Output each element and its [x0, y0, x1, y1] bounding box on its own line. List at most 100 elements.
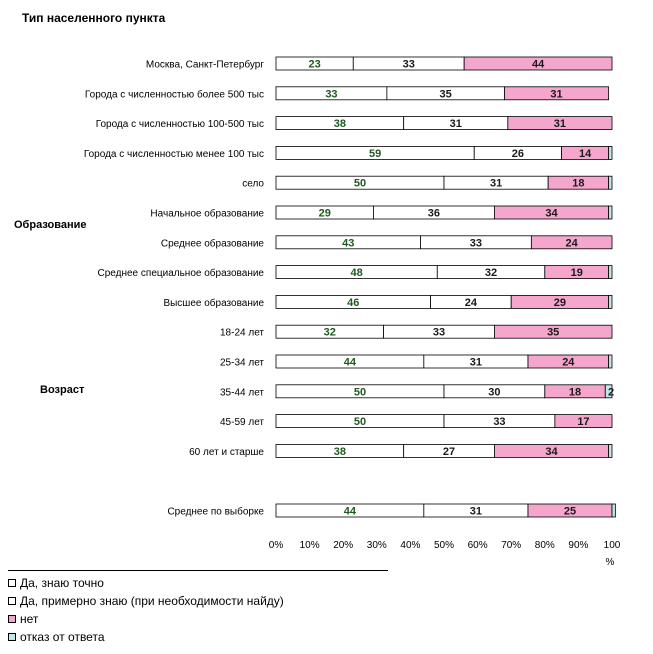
category-label: село: [242, 179, 264, 190]
category-label: Города с численностью менее 100 тыс: [84, 149, 264, 160]
data-label: 31: [490, 178, 502, 190]
bar-segment: [608, 205, 613, 220]
data-label: 50: [354, 416, 366, 428]
x-tick-label: 30%: [367, 540, 387, 551]
data-label: 43: [342, 237, 354, 249]
data-label: 31: [550, 88, 562, 100]
category-label: Москва, Санкт-Петербург: [146, 59, 264, 71]
bar-segment: [463, 56, 613, 71]
bar-segment: [530, 235, 613, 250]
data-label: 24: [465, 297, 478, 309]
bar-segment: [608, 443, 613, 458]
data-label: 38: [334, 446, 346, 458]
data-label: 31: [450, 118, 462, 130]
legend-swatch: [8, 615, 16, 623]
data-label: 32: [485, 267, 497, 279]
x-tick-label: 80%: [535, 540, 555, 551]
data-label: 31: [554, 118, 566, 130]
data-label: 17: [577, 416, 589, 428]
category-label: Высшее образование: [163, 297, 264, 309]
data-label: 29: [319, 208, 331, 220]
bar-segment: [611, 503, 616, 518]
legend-label: отказ от ответа: [20, 630, 105, 644]
legend-label: Да, примерно знаю (при необходимости най…: [20, 594, 284, 608]
data-label: 34: [545, 446, 558, 458]
category-label: 45-59 лет: [220, 417, 264, 428]
x-tick-label: 0%: [269, 540, 284, 551]
category-label: Города с численностью 100-500 тыс: [96, 119, 264, 130]
bar-segment: [608, 175, 613, 190]
data-label: 44: [532, 59, 545, 71]
legend-item: отказ от ответа: [8, 628, 388, 646]
category-label: 25-34 лет: [220, 358, 264, 369]
data-label: 38: [334, 118, 346, 130]
data-label: 33: [493, 416, 505, 428]
category-label: 60 лет и старше: [189, 447, 264, 458]
bar-segment: [504, 86, 610, 101]
x-tick-label: 10%: [300, 540, 320, 551]
stacked-bar-chart: Тип населенного пункта Москва, Санкт-Пет…: [14, 11, 621, 568]
bar-segment: [608, 145, 613, 160]
chart-title: Тип населенного пункта: [22, 11, 166, 25]
data-label: 14: [579, 148, 592, 160]
group-label: Возраст: [40, 384, 85, 396]
bar-segment: [507, 116, 613, 130]
data-label: 48: [351, 267, 363, 279]
category-label: Среднее образование: [161, 237, 265, 249]
data-label: 33: [433, 327, 445, 339]
data-label: 27: [443, 446, 455, 458]
legend-swatch: [8, 579, 16, 587]
data-label: 31: [470, 357, 482, 369]
x-tick-label: 20%: [333, 540, 353, 551]
data-label: 50: [354, 178, 366, 190]
bar-segment: [608, 294, 613, 309]
x-tick-label: 50%: [434, 540, 454, 551]
data-label: 46: [347, 297, 359, 309]
data-label: 50: [354, 386, 366, 398]
data-label: 29: [554, 297, 566, 309]
data-label: 34: [545, 208, 558, 220]
bar-segment: [608, 354, 613, 369]
data-label: 35: [547, 327, 559, 339]
bar-segment: [604, 384, 613, 399]
category-label: Начальное образование: [150, 208, 264, 220]
group-label: Образование: [14, 219, 87, 231]
legend-swatch: [8, 597, 16, 605]
x-tick-label: 60%: [468, 540, 488, 551]
category-label: Среднее специальное образование: [98, 267, 265, 279]
data-label: 23: [309, 59, 321, 71]
data-label: 33: [403, 59, 415, 71]
data-label: 59: [369, 148, 381, 160]
data-label: 35: [440, 88, 452, 100]
x-tick-label: 70%: [501, 540, 521, 551]
data-label: 32: [324, 327, 336, 339]
data-label: 36: [428, 208, 440, 220]
bar-segment: [493, 324, 613, 339]
legend-item: нет: [8, 610, 388, 628]
category-label: Города с численностью более 500 тыс: [85, 88, 264, 100]
legend-label: нет: [20, 612, 39, 626]
data-label: 18: [569, 386, 581, 398]
data-label: 33: [325, 88, 337, 100]
category-label: Среднее по выборке: [167, 506, 264, 518]
category-label: 35-44 лет: [220, 387, 264, 398]
data-label: 24: [566, 237, 579, 249]
x-unit-label: %: [606, 557, 615, 568]
data-label: 44: [344, 506, 357, 518]
legend-item: Да, знаю точно: [8, 574, 388, 592]
bar-segment: [608, 265, 613, 280]
legend-swatch: [8, 633, 16, 641]
data-label: 44: [344, 357, 357, 369]
data-label: 26: [512, 148, 524, 160]
data-label: 2: [608, 386, 614, 398]
x-tick-label: 100: [604, 540, 621, 551]
legend-label: Да, знаю точно: [20, 576, 104, 590]
x-tick-label: 90%: [568, 540, 588, 551]
legend: Да, знаю точно Да, примерно знаю (при нео…: [8, 570, 388, 646]
data-label: 25: [564, 506, 576, 518]
category-label: 18-24 лет: [220, 328, 264, 339]
data-label: 24: [562, 357, 575, 369]
x-tick-label: 40%: [400, 540, 420, 551]
data-label: 19: [571, 267, 583, 279]
data-label: 31: [470, 506, 482, 518]
